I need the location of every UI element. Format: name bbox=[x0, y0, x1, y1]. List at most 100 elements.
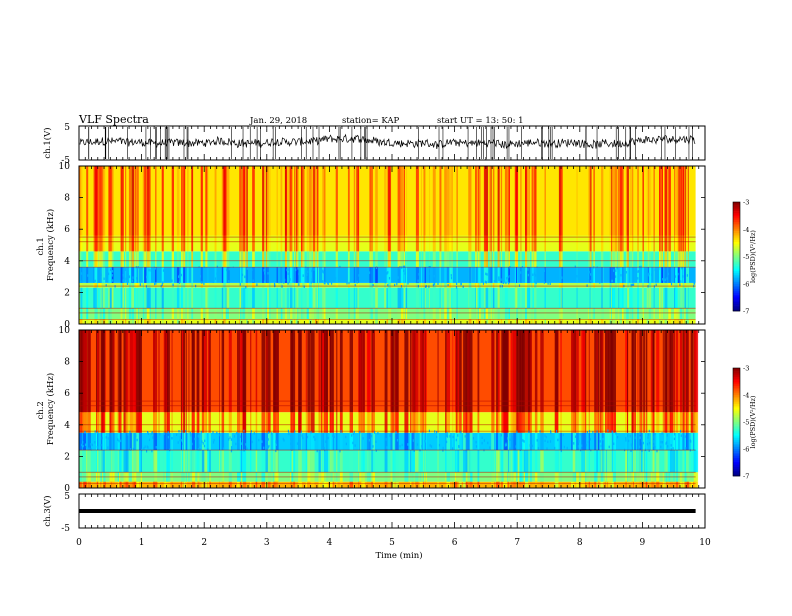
ch2-spectrogram-low-power-speck bbox=[219, 433, 221, 437]
ch2-spectrogram-time-streak bbox=[205, 481, 207, 488]
ch1-spectrogram-time-streak bbox=[348, 251, 350, 268]
ch2-spectrogram-time-streak bbox=[445, 412, 447, 433]
ch1-spectrogram-time-streak bbox=[187, 251, 189, 268]
ch1-spectrogram-low-power-speck bbox=[527, 273, 529, 277]
ch2-spectrogram-low-power-speck bbox=[290, 434, 292, 438]
ch2-spectrogram-time-streak bbox=[120, 450, 122, 473]
ch2-spectrogram-time-streak bbox=[158, 432, 160, 451]
ch1-spectrogram-time-streak bbox=[401, 235, 404, 252]
ch2-spectrogram-low-power-speck bbox=[181, 430, 183, 433]
ch1-spectrogram-time-streak bbox=[191, 166, 194, 236]
ch1-spectrogram-time-streak bbox=[306, 308, 309, 320]
ch1-spectrogram-time-streak bbox=[397, 267, 401, 283]
ch1-colorbar-segment bbox=[733, 252, 740, 255]
ch1-spectrogram-low-power-speck bbox=[346, 282, 348, 285]
ch1-colorbar-segment bbox=[733, 283, 740, 286]
ch1-spectrogram-time-streak bbox=[370, 267, 373, 283]
ch1-colorbar-segment bbox=[733, 281, 740, 285]
ch1-spectrogram-time-streak bbox=[477, 308, 480, 320]
ch2-spectrogram-time-streak bbox=[242, 412, 247, 433]
ch1-spectrogram-time-streak bbox=[520, 319, 522, 324]
ch1-spectrogram-time-streak bbox=[146, 282, 150, 288]
ch2-spectrogram-low-power-speck bbox=[672, 447, 674, 450]
ch1-spectrogram-low-power-speck bbox=[667, 272, 669, 276]
ch1-spectrogram-ytick-label: 8 bbox=[64, 194, 70, 204]
ch1-spectrogram-low-power-speck bbox=[148, 268, 150, 272]
ch2-spectrogram-time-streak bbox=[497, 412, 500, 433]
ch2-spectrogram-low-power-speck bbox=[557, 438, 559, 442]
ch2-spectrogram-time-streak bbox=[366, 412, 371, 433]
ch2-spectrogram-time-streak bbox=[477, 330, 480, 413]
ch2-colorbar-segment bbox=[733, 450, 740, 453]
ch1-spectrogram-low-power-speck bbox=[359, 277, 361, 280]
ch1-spectrogram-time-streak bbox=[309, 251, 312, 268]
ch1-spectrogram-low-power-speck bbox=[630, 284, 632, 287]
ch1-spectrogram-time-streak bbox=[348, 267, 350, 283]
ch1-spectrogram-time-streak bbox=[252, 251, 255, 268]
ch2-spectrogram-ytick-label: 4 bbox=[64, 421, 70, 431]
ch2-spectrogram-time-streak bbox=[133, 330, 137, 413]
ch2-spectrogram-low-power-speck bbox=[505, 442, 507, 446]
ch1-spectrogram-time-streak bbox=[534, 282, 537, 288]
ch1-spectrogram-time-streak bbox=[246, 319, 248, 324]
ch1-spectrogram-time-streak bbox=[492, 166, 495, 236]
ch2-spectrogram-time-streak bbox=[605, 412, 609, 433]
ch2-spectrogram-time-streak bbox=[510, 330, 513, 413]
ch2-spectrogram-low-power-speck bbox=[368, 439, 370, 442]
ch1-spectrogram-time-streak bbox=[684, 235, 686, 252]
ch2-spectrogram-time-streak bbox=[237, 432, 240, 451]
ch2-spectrogram-time-streak bbox=[372, 412, 375, 433]
ch2-spectrogram-time-streak bbox=[534, 481, 538, 488]
ch2-spectrogram-ytick-label: 8 bbox=[64, 358, 70, 368]
ch1-spectrogram-time-streak bbox=[285, 267, 287, 283]
ch1-spectrogram-time-streak bbox=[280, 251, 283, 268]
ch2-spectrogram-low-power-speck bbox=[507, 437, 509, 440]
ch1-spectrogram-time-streak bbox=[612, 267, 616, 283]
ch2-spectrogram-time-streak bbox=[665, 450, 668, 473]
ch2-spectrogram-time-streak bbox=[529, 432, 532, 451]
ch2-spectrogram-time-streak bbox=[255, 432, 258, 451]
ch1-spectrogram-time-streak bbox=[183, 251, 186, 268]
ch1-spectrogram-time-streak bbox=[348, 235, 350, 252]
ch1-spectrogram-time-streak bbox=[629, 287, 633, 309]
ch1-spectrogram-time-streak bbox=[668, 319, 671, 324]
ch1-spectrogram-time-streak bbox=[612, 282, 616, 288]
ch2-spectrogram-time-streak bbox=[524, 450, 529, 473]
ch2-spectrogram-time-streak bbox=[291, 481, 294, 488]
ch1-colorbar-segment bbox=[733, 292, 740, 295]
ch1-spectrogram-time-streak bbox=[619, 282, 623, 288]
ch2-spectrogram-time-streak bbox=[123, 432, 128, 451]
ch2-spectrogram-low-power-speck bbox=[117, 438, 119, 441]
ch1-spectrogram-time-streak bbox=[525, 166, 528, 236]
ch1-spectrogram-time-streak bbox=[375, 308, 378, 320]
ch2-spectrogram-low-power-speck bbox=[240, 442, 243, 445]
ch2-spectrogram-time-streak bbox=[101, 412, 102, 433]
ch1-spectrogram-low-power-speck bbox=[155, 282, 157, 285]
ch2-spectrogram-time-streak bbox=[424, 412, 426, 433]
ch2-spectrogram-low-power-speck bbox=[625, 439, 627, 442]
ch2-spectrogram-time-streak bbox=[163, 481, 168, 488]
time-axis-tick-label: 1 bbox=[139, 538, 145, 548]
ch2-spectrogram-low-power-speck bbox=[322, 445, 324, 448]
ch2-spectrogram-time-streak bbox=[477, 450, 480, 473]
ch1-spectrogram-time-streak bbox=[534, 235, 537, 252]
ch2-spectrogram-time-streak bbox=[643, 330, 645, 413]
ch2-spectrogram-time-streak bbox=[459, 412, 462, 433]
ch2-spectrogram-time-streak bbox=[594, 481, 597, 488]
ch1-spectrogram-time-streak bbox=[148, 287, 151, 309]
ch1-spectrogram-time-streak bbox=[356, 267, 358, 283]
ch1-spectrogram-time-streak bbox=[405, 166, 408, 236]
ch2-spectrogram-time-streak bbox=[685, 481, 689, 488]
ch2-spectrogram-time-streak bbox=[87, 481, 91, 488]
ch2-spectrogram-time-streak bbox=[571, 432, 573, 451]
ch1-spectrogram-time-streak bbox=[183, 267, 186, 283]
ch2-spectrogram-time-streak bbox=[519, 481, 523, 488]
ch2-spectrogram-low-power-speck bbox=[263, 446, 265, 450]
ch2-spectrogram-time-streak bbox=[684, 330, 687, 413]
ch1-spectrogram-time-streak bbox=[266, 282, 269, 288]
ch1-spectrogram-time-streak bbox=[388, 308, 391, 320]
ch1-ytick-bottom: -5 bbox=[61, 156, 70, 166]
ch1-spectrogram-time-streak bbox=[317, 287, 319, 309]
ch2-spectrogram-time-streak bbox=[103, 330, 105, 413]
ch2-spectrogram-time-streak bbox=[477, 432, 480, 451]
